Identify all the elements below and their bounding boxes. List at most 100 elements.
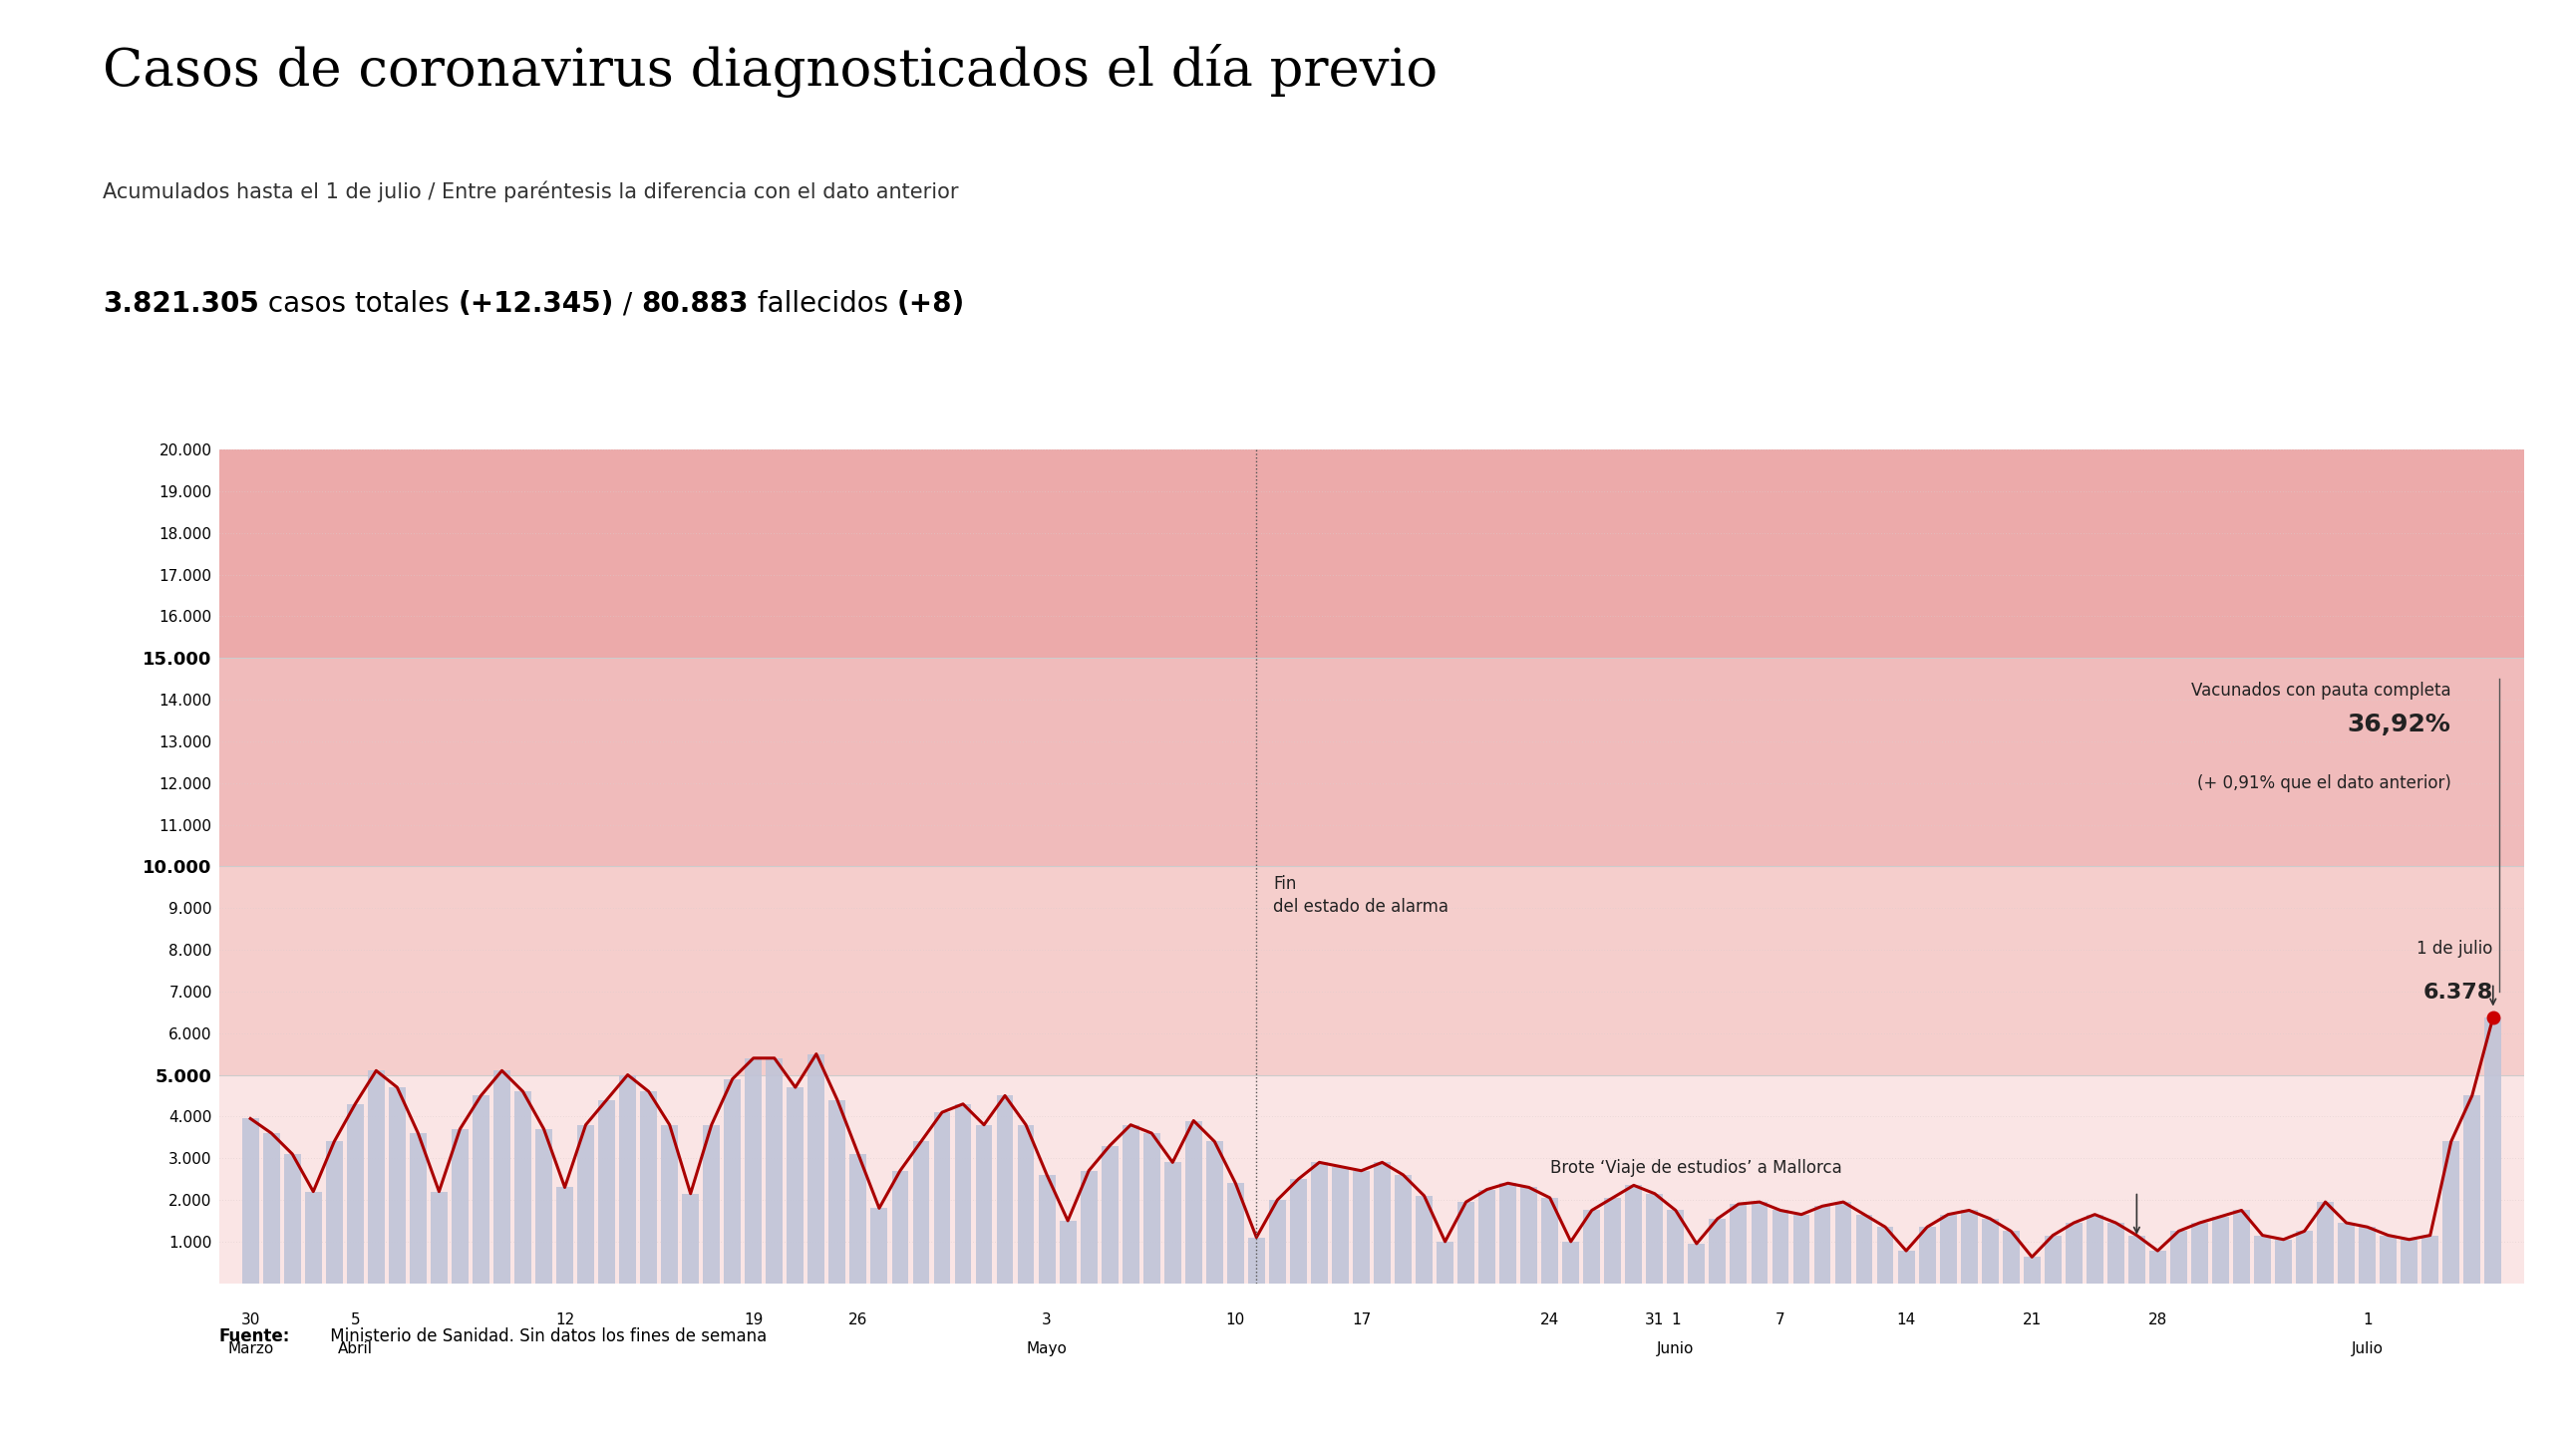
- Text: 30: 30: [240, 1312, 260, 1327]
- Bar: [744, 1058, 762, 1283]
- Bar: [1687, 1244, 1705, 1283]
- Bar: [1540, 1198, 1558, 1283]
- Bar: [1144, 1134, 1159, 1283]
- Bar: [1793, 1215, 1811, 1283]
- Bar: [703, 1125, 719, 1283]
- Bar: [662, 1125, 677, 1283]
- Bar: [2486, 1018, 2501, 1283]
- Bar: [2128, 1235, 2146, 1283]
- Bar: [1646, 1193, 1664, 1283]
- Bar: [1206, 1141, 1224, 1283]
- Bar: [1605, 1198, 1620, 1283]
- Text: 1 de julio: 1 de julio: [2416, 940, 2494, 958]
- Bar: [304, 1192, 322, 1283]
- Bar: [577, 1125, 595, 1283]
- Bar: [683, 1193, 698, 1283]
- Bar: [933, 1112, 951, 1283]
- Text: 7: 7: [1775, 1312, 1785, 1327]
- Bar: [451, 1130, 469, 1283]
- Text: /: /: [613, 290, 641, 318]
- Text: Acumulados hasta el 1 de julio / Entre paréntesis la diferencia con el dato ante: Acumulados hasta el 1 de julio / Entre p…: [103, 181, 958, 203]
- Bar: [2002, 1231, 2020, 1283]
- Text: 1: 1: [2362, 1312, 2372, 1327]
- Bar: [2066, 1222, 2081, 1283]
- Text: Ministerio de Sanidad. Sin datos los fines de semana: Ministerio de Sanidad. Sin datos los fin…: [325, 1327, 768, 1346]
- Bar: [1919, 1227, 1935, 1283]
- Text: 3: 3: [1041, 1312, 1051, 1327]
- Bar: [368, 1070, 384, 1283]
- Bar: [1059, 1221, 1077, 1283]
- Bar: [871, 1208, 889, 1283]
- Bar: [1584, 1211, 1600, 1283]
- Bar: [1247, 1237, 1265, 1283]
- Bar: [495, 1070, 510, 1283]
- Bar: [2442, 1141, 2460, 1283]
- Text: (+ 0,91% que el dato anterior): (+ 0,91% que el dato anterior): [2197, 774, 2452, 793]
- Bar: [956, 1103, 971, 1283]
- Bar: [2148, 1251, 2166, 1283]
- Bar: [219, 450, 2524, 658]
- Bar: [1103, 1146, 1118, 1283]
- Bar: [325, 1141, 343, 1283]
- Bar: [2380, 1235, 2396, 1283]
- Bar: [976, 1125, 992, 1283]
- Text: Marzo: Marzo: [227, 1341, 273, 1357]
- Bar: [471, 1096, 489, 1283]
- Bar: [1479, 1189, 1497, 1283]
- Bar: [2360, 1227, 2375, 1283]
- Bar: [219, 867, 2524, 1074]
- Bar: [2295, 1231, 2313, 1283]
- Text: 19: 19: [744, 1312, 762, 1327]
- Bar: [1018, 1125, 1036, 1283]
- Bar: [1185, 1121, 1203, 1283]
- Bar: [1814, 1206, 1832, 1283]
- Bar: [410, 1134, 428, 1283]
- Text: 36,92%: 36,92%: [2347, 712, 2452, 737]
- Bar: [1855, 1215, 1873, 1283]
- Bar: [1332, 1166, 1350, 1283]
- Bar: [1038, 1175, 1056, 1283]
- Text: 6.378: 6.378: [2424, 983, 2494, 1003]
- Bar: [1437, 1241, 1453, 1283]
- Bar: [1899, 1251, 1914, 1283]
- Bar: [263, 1134, 281, 1283]
- Bar: [2107, 1222, 2125, 1283]
- Bar: [242, 1118, 258, 1283]
- Text: (+12.345): (+12.345): [459, 290, 613, 318]
- Text: 5: 5: [350, 1312, 361, 1327]
- Bar: [1960, 1211, 1978, 1283]
- Text: 80.883: 80.883: [641, 290, 750, 318]
- Text: 3.821.305: 3.821.305: [103, 290, 260, 318]
- Text: 28: 28: [2148, 1312, 2166, 1327]
- Bar: [1752, 1202, 1767, 1283]
- Bar: [724, 1079, 742, 1283]
- Text: 10: 10: [1226, 1312, 1244, 1327]
- Text: Julio: Julio: [2352, 1341, 2383, 1357]
- Bar: [283, 1154, 301, 1283]
- Bar: [641, 1092, 657, 1283]
- Bar: [1373, 1163, 1391, 1283]
- Bar: [2213, 1217, 2228, 1283]
- Bar: [618, 1074, 636, 1283]
- Bar: [2421, 1235, 2439, 1283]
- Bar: [536, 1130, 551, 1283]
- Text: Junio: Junio: [1656, 1341, 1695, 1357]
- Bar: [1394, 1175, 1412, 1283]
- Bar: [1226, 1183, 1244, 1283]
- Bar: [1164, 1163, 1180, 1283]
- Text: Fuente:: Fuente:: [219, 1327, 291, 1346]
- Bar: [1270, 1201, 1285, 1283]
- Text: Fin
del estado de alarma: Fin del estado de alarma: [1273, 874, 1448, 916]
- Text: 14: 14: [1896, 1312, 1917, 1327]
- Text: 31: 31: [1646, 1312, 1664, 1327]
- Text: Casos de coronavirus diagnosticados el día previo: Casos de coronavirus diagnosticados el d…: [103, 44, 1437, 97]
- Text: casos totales: casos totales: [260, 290, 459, 318]
- Text: Abril: Abril: [337, 1341, 374, 1357]
- Bar: [2192, 1222, 2208, 1283]
- Bar: [912, 1141, 930, 1283]
- Text: Brote ‘Viaje de estudios’ a Mallorca: Brote ‘Viaje de estudios’ a Mallorca: [1551, 1159, 1842, 1177]
- Bar: [2169, 1231, 2187, 1283]
- Bar: [1079, 1170, 1097, 1283]
- Bar: [1981, 1218, 1999, 1283]
- Bar: [1499, 1183, 1517, 1283]
